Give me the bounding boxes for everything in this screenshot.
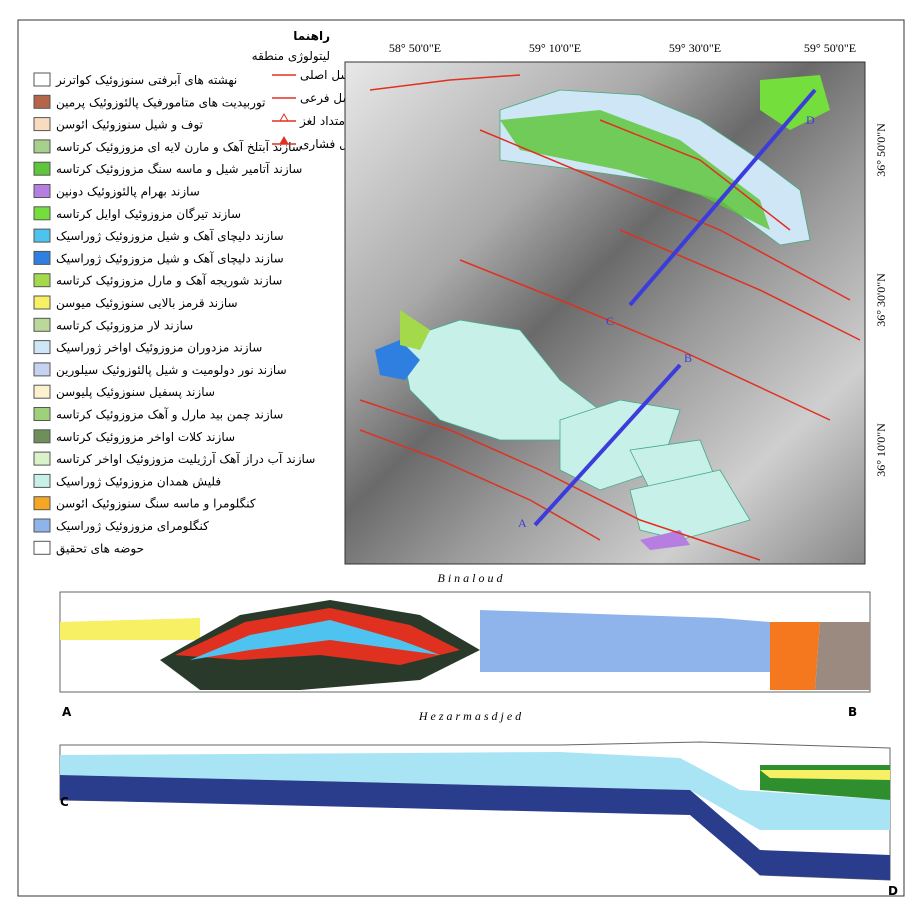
legend-label: سازند لار مزوزوئیک کرتاسه — [56, 318, 193, 333]
legend-swatch — [33, 295, 51, 310]
legend-swatch — [33, 384, 51, 399]
legend-label: سازند مزدوران مزوزوئیک اواخر ژوراسیک — [56, 341, 262, 356]
legend-label: سازند بهرام پالئوزوئیک دونین — [56, 185, 200, 200]
lat-label: 36° 10'0"N — [874, 423, 888, 477]
section-end: C — [60, 795, 69, 809]
legend-label: سازند نور دولومیت و شیل پالئوزوئیک سیلور… — [56, 363, 287, 378]
legend-swatch — [33, 139, 51, 154]
legend-label: سازند دلیچای آهک و شیل مزوزوئیک ژوراسیک — [56, 228, 284, 244]
legend-swatch — [33, 340, 51, 355]
point-label: A — [518, 516, 527, 530]
legend-swatch — [33, 72, 51, 87]
legend-label: سازند شوریجه آهک و مارل مزوزوئیک کرتاسه — [56, 273, 282, 289]
section-end: D — [888, 884, 898, 898]
legend-swatch — [33, 94, 51, 109]
legend-swatch — [33, 250, 51, 265]
lon-label: 58° 50'0"E — [389, 41, 441, 55]
fault-triangle — [279, 135, 289, 145]
legend-swatch — [33, 518, 51, 533]
legend-label: فلیش همدان مزوزوئیک ژوراسیک — [56, 474, 221, 489]
legend-title: راهنما — [293, 29, 330, 43]
section-end: A — [62, 705, 72, 719]
legend-subtitle: لیتولوژی منطقه — [252, 49, 330, 64]
legend-label: سازند چمن بید مارل و آهک مزوزوئیک کرتاسه — [56, 407, 283, 423]
lat-label: 36° 50'0"N — [874, 123, 888, 177]
legend-label: توربیدیت های متامورفیک پالئوزوئیک پرمین — [56, 95, 265, 110]
legend-swatch — [33, 117, 51, 132]
cross-section-ab — [59, 591, 871, 693]
legend-swatch — [33, 317, 51, 332]
lon-label: 59° 50'0"E — [804, 41, 856, 55]
legend-label: توف و شیل سنوزوئیک ائوسن — [56, 118, 203, 133]
legend-swatch — [33, 228, 51, 243]
legend-label: نهشته های آبرفتی سنوزوئیک کواترنر — [55, 72, 237, 88]
legend-swatch — [33, 496, 51, 511]
fault-label: گسل فرعی — [300, 91, 359, 106]
legend-swatch — [33, 473, 51, 488]
legend-swatch — [33, 362, 51, 377]
legend-label: سازند دلیچای آهک و شیل مزوزوئیک ژوراسیک — [56, 250, 284, 266]
legend-swatch — [33, 273, 51, 288]
legend-swatch — [33, 451, 51, 466]
legend-label: سازند آتامیر شیل و ماسه سنگ مزوزوئیک کرت… — [56, 161, 302, 177]
legend: نهشته های آبرفتی سنوزوئیک کواترنر توربیدی… — [33, 72, 315, 556]
legend-swatch — [33, 206, 51, 221]
legend-swatch — [33, 540, 51, 555]
legend-label: سازند تیرگان مزوزوئیک اوایل کرتاسه — [56, 207, 241, 222]
legend-label: کنگلومرا و ماسه سنگ سنوزوئیک ائوسن — [56, 497, 256, 512]
section-name: H e z a r m a s d j e d — [418, 709, 522, 723]
legend-swatch — [33, 407, 51, 421]
legend-label: سازند پسفیل سنوزوئیک پلیوسن — [56, 385, 215, 400]
section-end: B — [848, 705, 857, 719]
fault-label: گسل اصلی — [300, 68, 357, 82]
map: A B C D — [344, 61, 866, 565]
legend-label: سازند قرمز بالایی سنوزوئیک میوسن — [56, 296, 238, 311]
cross-section-cd — [59, 741, 891, 881]
section-name: B i n a l o u d — [438, 571, 504, 585]
frame — [17, 19, 905, 897]
point-label: C — [606, 314, 614, 328]
lat-label: 36° 30'0"N — [874, 273, 888, 327]
legend-label: سازند آب دراز آهک آرژیلیت مزوزوئیک اواخر… — [56, 451, 315, 467]
legend-swatch — [33, 161, 51, 176]
fault-triangle — [279, 112, 289, 122]
legend-swatch — [33, 184, 51, 198]
legend-label: سازند آبتلخ آهک و مارن لایه ای مزوزوئیک … — [56, 139, 302, 155]
point-label: B — [684, 351, 692, 365]
legend-label: حوضه های تحقیق — [56, 541, 144, 556]
legend-swatch — [33, 429, 51, 444]
point-label: D — [806, 113, 815, 127]
legend-label: سازند کلات اواخر مزوزوئیک کرتاسه — [56, 430, 235, 445]
lon-label: 59° 30'0"E — [669, 41, 721, 55]
legend-label: کنگلومرای مزوزوئیک ژوراسیک — [56, 519, 209, 534]
lon-label: 59° 10'0"E — [529, 41, 581, 55]
